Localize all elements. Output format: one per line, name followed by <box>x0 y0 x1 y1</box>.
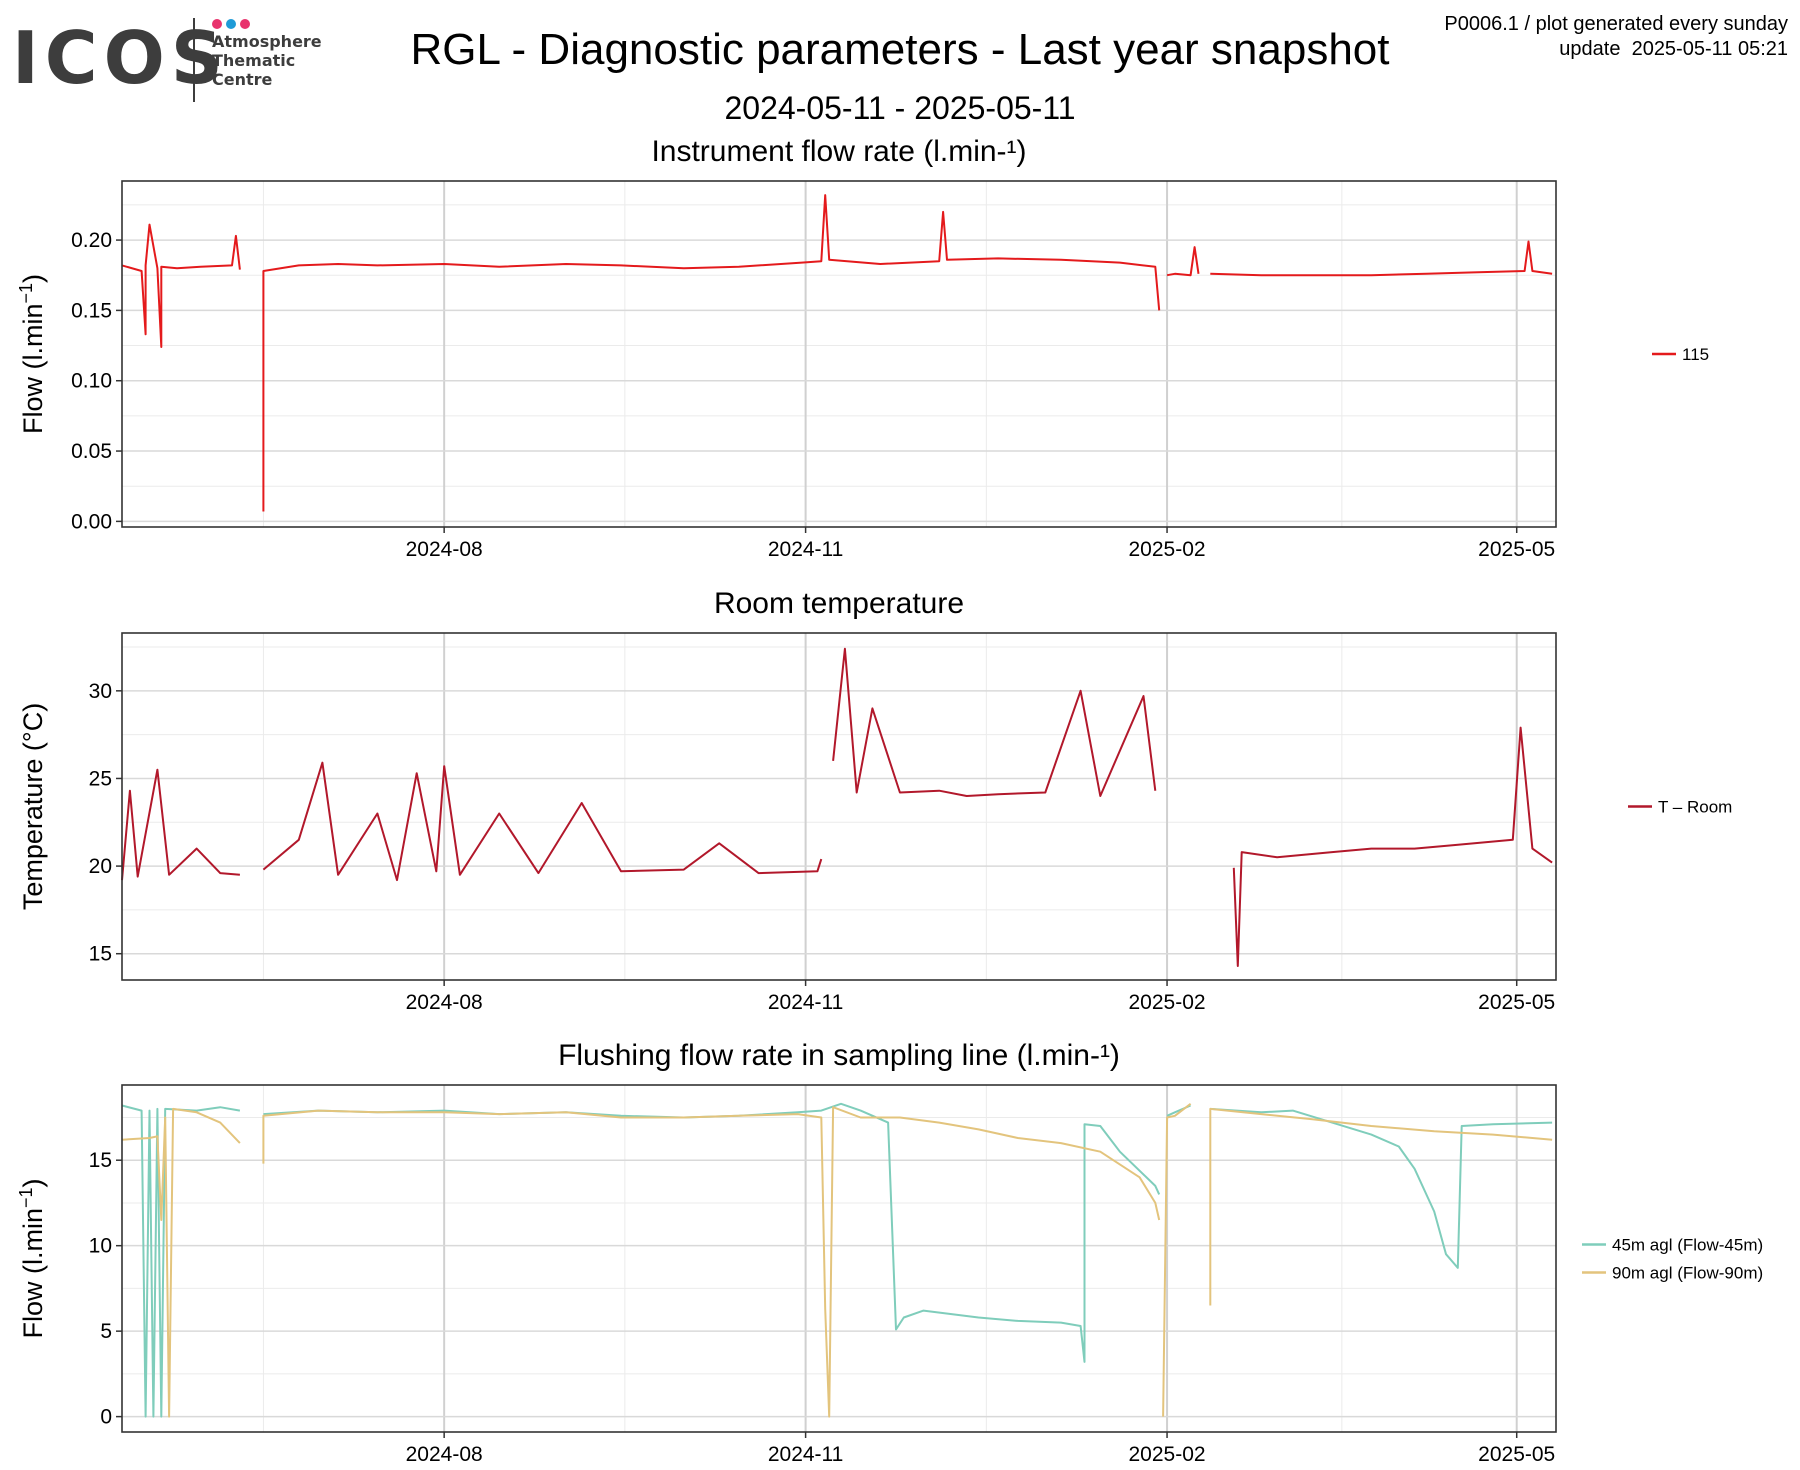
y-tick-label: 0.10 <box>71 370 112 393</box>
y-tick-label: 15 <box>89 1149 112 1172</box>
date-range: 2024-05-11 - 2025-05-11 <box>724 90 1076 126</box>
y-tick-label: 0 <box>100 1406 112 1429</box>
series-line <box>262 761 823 882</box>
y-tick-label: 10 <box>89 1235 112 1258</box>
legend-label: T – Room <box>1658 798 1732 817</box>
y-axis-label: Flow (l.min−1) <box>16 1178 48 1338</box>
logo-dot-1 <box>212 19 222 29</box>
series-line <box>1232 726 1553 967</box>
series-line <box>832 647 1157 797</box>
series-line <box>263 1102 1161 1363</box>
page-title: RGL - Diagnostic parameters - Last year … <box>410 25 1390 74</box>
x-tick-label: 2025-02 <box>1129 991 1206 1014</box>
logo-line-3: Centre <box>212 70 273 89</box>
series-line <box>121 223 241 348</box>
x-tick-label: 2025-05 <box>1478 1443 1555 1466</box>
y-axis-label-superscript: −1 <box>16 283 36 304</box>
plot-frame <box>121 632 1557 981</box>
chart-panel-3: Flushing flow rate in sampling line (l.m… <box>16 1039 1763 1466</box>
x-tick-label: 2024-08 <box>406 538 483 561</box>
series-line <box>121 1107 241 1418</box>
logo-line-2: Thematic <box>212 51 296 70</box>
series-line <box>262 194 1161 512</box>
y-tick-label: 0.00 <box>71 510 112 533</box>
generation-info: P0006.1 / plot generated every sunday up… <box>1444 12 1788 62</box>
plot-frame <box>121 180 1557 528</box>
series-line <box>1162 1103 1192 1417</box>
series-line <box>262 1106 1161 1418</box>
y-tick-label: 20 <box>89 855 112 878</box>
chart-title: Instrument flow rate (l.min-¹) <box>651 135 1026 168</box>
series-line <box>1209 1107 1553 1306</box>
legend-label: 90m agl (Flow-90m) <box>1612 1264 1763 1283</box>
y-axis-label: Flow (l.min−1) <box>16 274 48 434</box>
y-tick-label: 25 <box>89 767 112 790</box>
y-tick-label: 0.15 <box>71 299 112 322</box>
x-tick-label: 2025-05 <box>1478 991 1555 1014</box>
y-tick-label: 30 <box>89 680 112 703</box>
legend-label: 115 <box>1682 345 1709 364</box>
legend-label: 45m agl (Flow-45m) <box>1612 1236 1763 1255</box>
series-line <box>1210 1107 1553 1269</box>
logo-divider <box>193 18 195 102</box>
y-axis-label: Temperature (°C) <box>18 703 48 910</box>
y-axis-label-superscript: −1 <box>16 1187 36 1208</box>
y-tick-label: 5 <box>100 1320 112 1343</box>
x-tick-label: 2025-02 <box>1129 538 1206 561</box>
y-tick-label: 15 <box>89 943 112 966</box>
x-tick-label: 2024-08 <box>406 1443 483 1466</box>
chart-title: Flushing flow rate in sampling line (l.m… <box>558 1039 1120 1072</box>
plot-id-text: P0006.1 / plot generated every sunday <box>1444 13 1788 35</box>
y-axis-label-tail: ) <box>18 274 48 283</box>
x-tick-label: 2024-11 <box>768 538 844 561</box>
x-tick-label: 2024-11 <box>768 991 844 1014</box>
update-timestamp: update 2025-05-11 05:21 <box>1559 38 1788 60</box>
y-tick-label: 0.20 <box>71 229 112 252</box>
x-tick-label: 2024-08 <box>406 991 483 1014</box>
plot-frame <box>121 1084 1557 1433</box>
x-tick-label: 2025-02 <box>1129 1443 1206 1466</box>
y-tick-label: 0.05 <box>71 440 112 463</box>
chart-title: Room temperature <box>714 587 964 620</box>
logo-dots <box>212 16 254 29</box>
series-line <box>1210 240 1553 277</box>
logo-dot-3 <box>240 19 250 29</box>
logo-dot-2 <box>226 19 236 29</box>
y-axis-label-tail: ) <box>18 1178 48 1187</box>
logo-subtitle: Atmosphere Thematic Centre <box>212 32 322 89</box>
chart-panel-1: Instrument flow rate (l.min-¹) 2024-08 202… <box>16 135 1709 561</box>
logo-wordmark: ICOS <box>12 16 229 100</box>
logo-line-1: Atmosphere <box>212 32 322 51</box>
series-line <box>121 1104 241 1418</box>
series-line <box>1166 246 1200 277</box>
x-tick-label: 2025-05 <box>1478 538 1555 561</box>
series-line <box>121 768 240 881</box>
x-tick-label: 2024-11 <box>768 1443 844 1466</box>
